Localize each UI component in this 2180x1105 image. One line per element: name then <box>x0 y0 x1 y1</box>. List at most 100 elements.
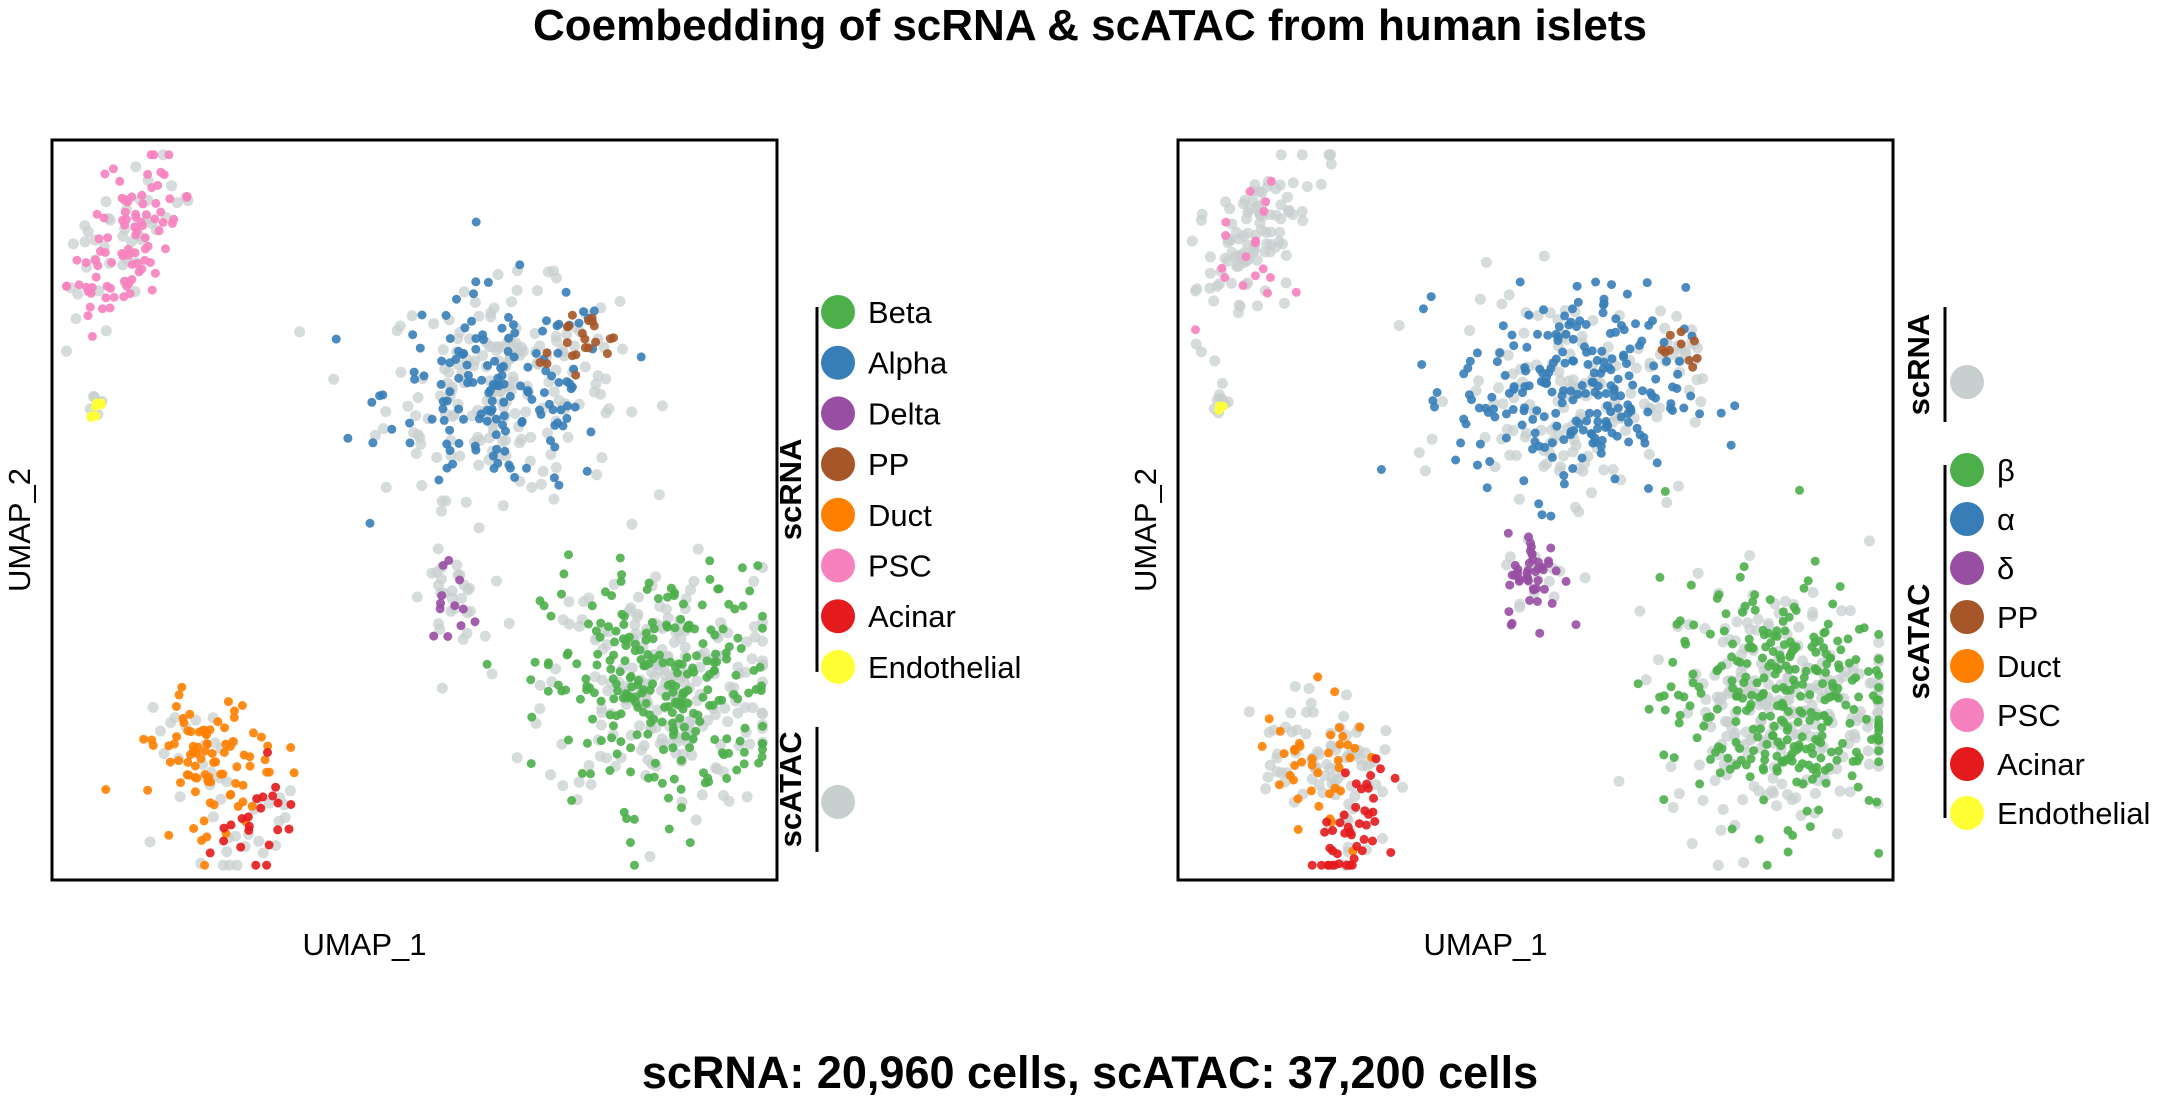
point-alpha <box>1631 319 1640 329</box>
point-pp <box>535 358 545 367</box>
point-alpha <box>546 436 555 446</box>
point-alpha <box>477 375 487 385</box>
point-scatac <box>699 647 710 659</box>
point-scatac <box>600 373 612 385</box>
point-scatac <box>626 662 638 674</box>
point-alpha <box>1652 458 1662 468</box>
point-alpha <box>1581 320 1591 329</box>
point-scatac <box>668 636 680 648</box>
point-psc <box>122 281 132 291</box>
point-scatac <box>70 313 82 325</box>
point-beta <box>615 667 625 677</box>
point-alpha <box>510 328 520 338</box>
point-beta <box>676 614 686 624</box>
point-alpha <box>1546 511 1556 521</box>
legend-label-pp: PP <box>1997 600 2038 635</box>
point-beta <box>676 784 686 794</box>
point-duct <box>1355 722 1365 732</box>
point-beta <box>1696 688 1706 698</box>
legend-swatch-psc <box>1950 698 1984 732</box>
point-pp <box>1689 336 1699 346</box>
point-scrna <box>1393 320 1405 331</box>
point-alpha <box>498 420 508 430</box>
point-scatac <box>257 847 269 859</box>
point-alpha <box>1673 369 1683 379</box>
point-scatac <box>514 437 525 449</box>
point-beta <box>1793 717 1803 727</box>
point-alpha <box>1599 357 1609 367</box>
point-beta <box>1741 760 1751 770</box>
point-alpha <box>636 352 646 362</box>
point-duct <box>223 697 233 707</box>
point-scatac <box>174 791 186 803</box>
legend-swatch-acinar <box>1950 747 1984 781</box>
point-alpha <box>1574 419 1584 428</box>
point-beta <box>595 632 605 642</box>
point-pp <box>589 321 599 331</box>
point-beta <box>1745 702 1755 712</box>
point-scatac <box>550 462 562 473</box>
point-scrna <box>1247 195 1259 206</box>
point-psc <box>153 180 163 190</box>
point-duct <box>201 729 211 739</box>
point-alpha <box>508 320 518 330</box>
point-beta <box>681 731 690 741</box>
point-scrna <box>1265 226 1277 238</box>
point-alpha <box>1451 455 1461 465</box>
point-acinar <box>1340 768 1350 778</box>
point-beta <box>615 553 625 563</box>
point-alpha <box>1583 359 1593 369</box>
point-scrna <box>1717 636 1729 648</box>
point-pp <box>542 348 552 358</box>
point-scatac <box>526 481 538 493</box>
point-alpha <box>1568 334 1578 344</box>
point-beta <box>606 664 616 674</box>
point-beta <box>620 656 630 666</box>
point-beta <box>613 686 622 696</box>
point-scrna <box>1807 587 1819 598</box>
point-scrna <box>1563 375 1575 387</box>
point-alpha <box>1606 407 1616 417</box>
point-beta <box>1806 707 1816 717</box>
point-alpha <box>1624 417 1633 427</box>
point-alpha <box>1675 356 1684 366</box>
point-psc <box>1266 176 1276 186</box>
point-psc <box>146 150 156 160</box>
point-pp <box>1684 355 1694 365</box>
point-alpha <box>1551 329 1561 339</box>
legend-swatch-scatac <box>821 784 855 819</box>
point-beta <box>1748 724 1758 734</box>
point-scrna <box>1275 213 1287 225</box>
point-scrna <box>1502 349 1514 361</box>
point-scatac <box>679 641 691 653</box>
point-alpha <box>1572 281 1582 291</box>
point-beta <box>1854 692 1864 702</box>
point-beta <box>703 685 713 695</box>
point-beta <box>633 702 643 712</box>
point-pp <box>567 310 577 320</box>
point-scrna <box>1278 297 1290 309</box>
point-alpha <box>454 373 464 383</box>
point-alpha <box>454 404 464 414</box>
point-alpha <box>1589 368 1599 378</box>
point-alpha <box>408 330 418 340</box>
point-scatac <box>685 584 696 596</box>
point-delta <box>1539 584 1549 594</box>
point-alpha <box>539 388 549 398</box>
point-beta <box>758 623 767 633</box>
point-beta <box>660 702 670 712</box>
point-scrna <box>1204 251 1216 263</box>
point-beta <box>592 660 602 670</box>
point-psc <box>147 285 157 295</box>
point-scatac <box>100 325 112 337</box>
point-scatac <box>596 452 608 464</box>
point-beta <box>755 662 765 672</box>
point-beta <box>667 708 677 718</box>
point-beta <box>626 743 636 753</box>
point-beta <box>1834 660 1844 670</box>
point-acinar <box>268 791 278 801</box>
point-scrna <box>1190 338 1202 350</box>
point-beta <box>1745 772 1755 782</box>
point-psc <box>87 331 97 341</box>
point-scatac <box>497 436 509 448</box>
